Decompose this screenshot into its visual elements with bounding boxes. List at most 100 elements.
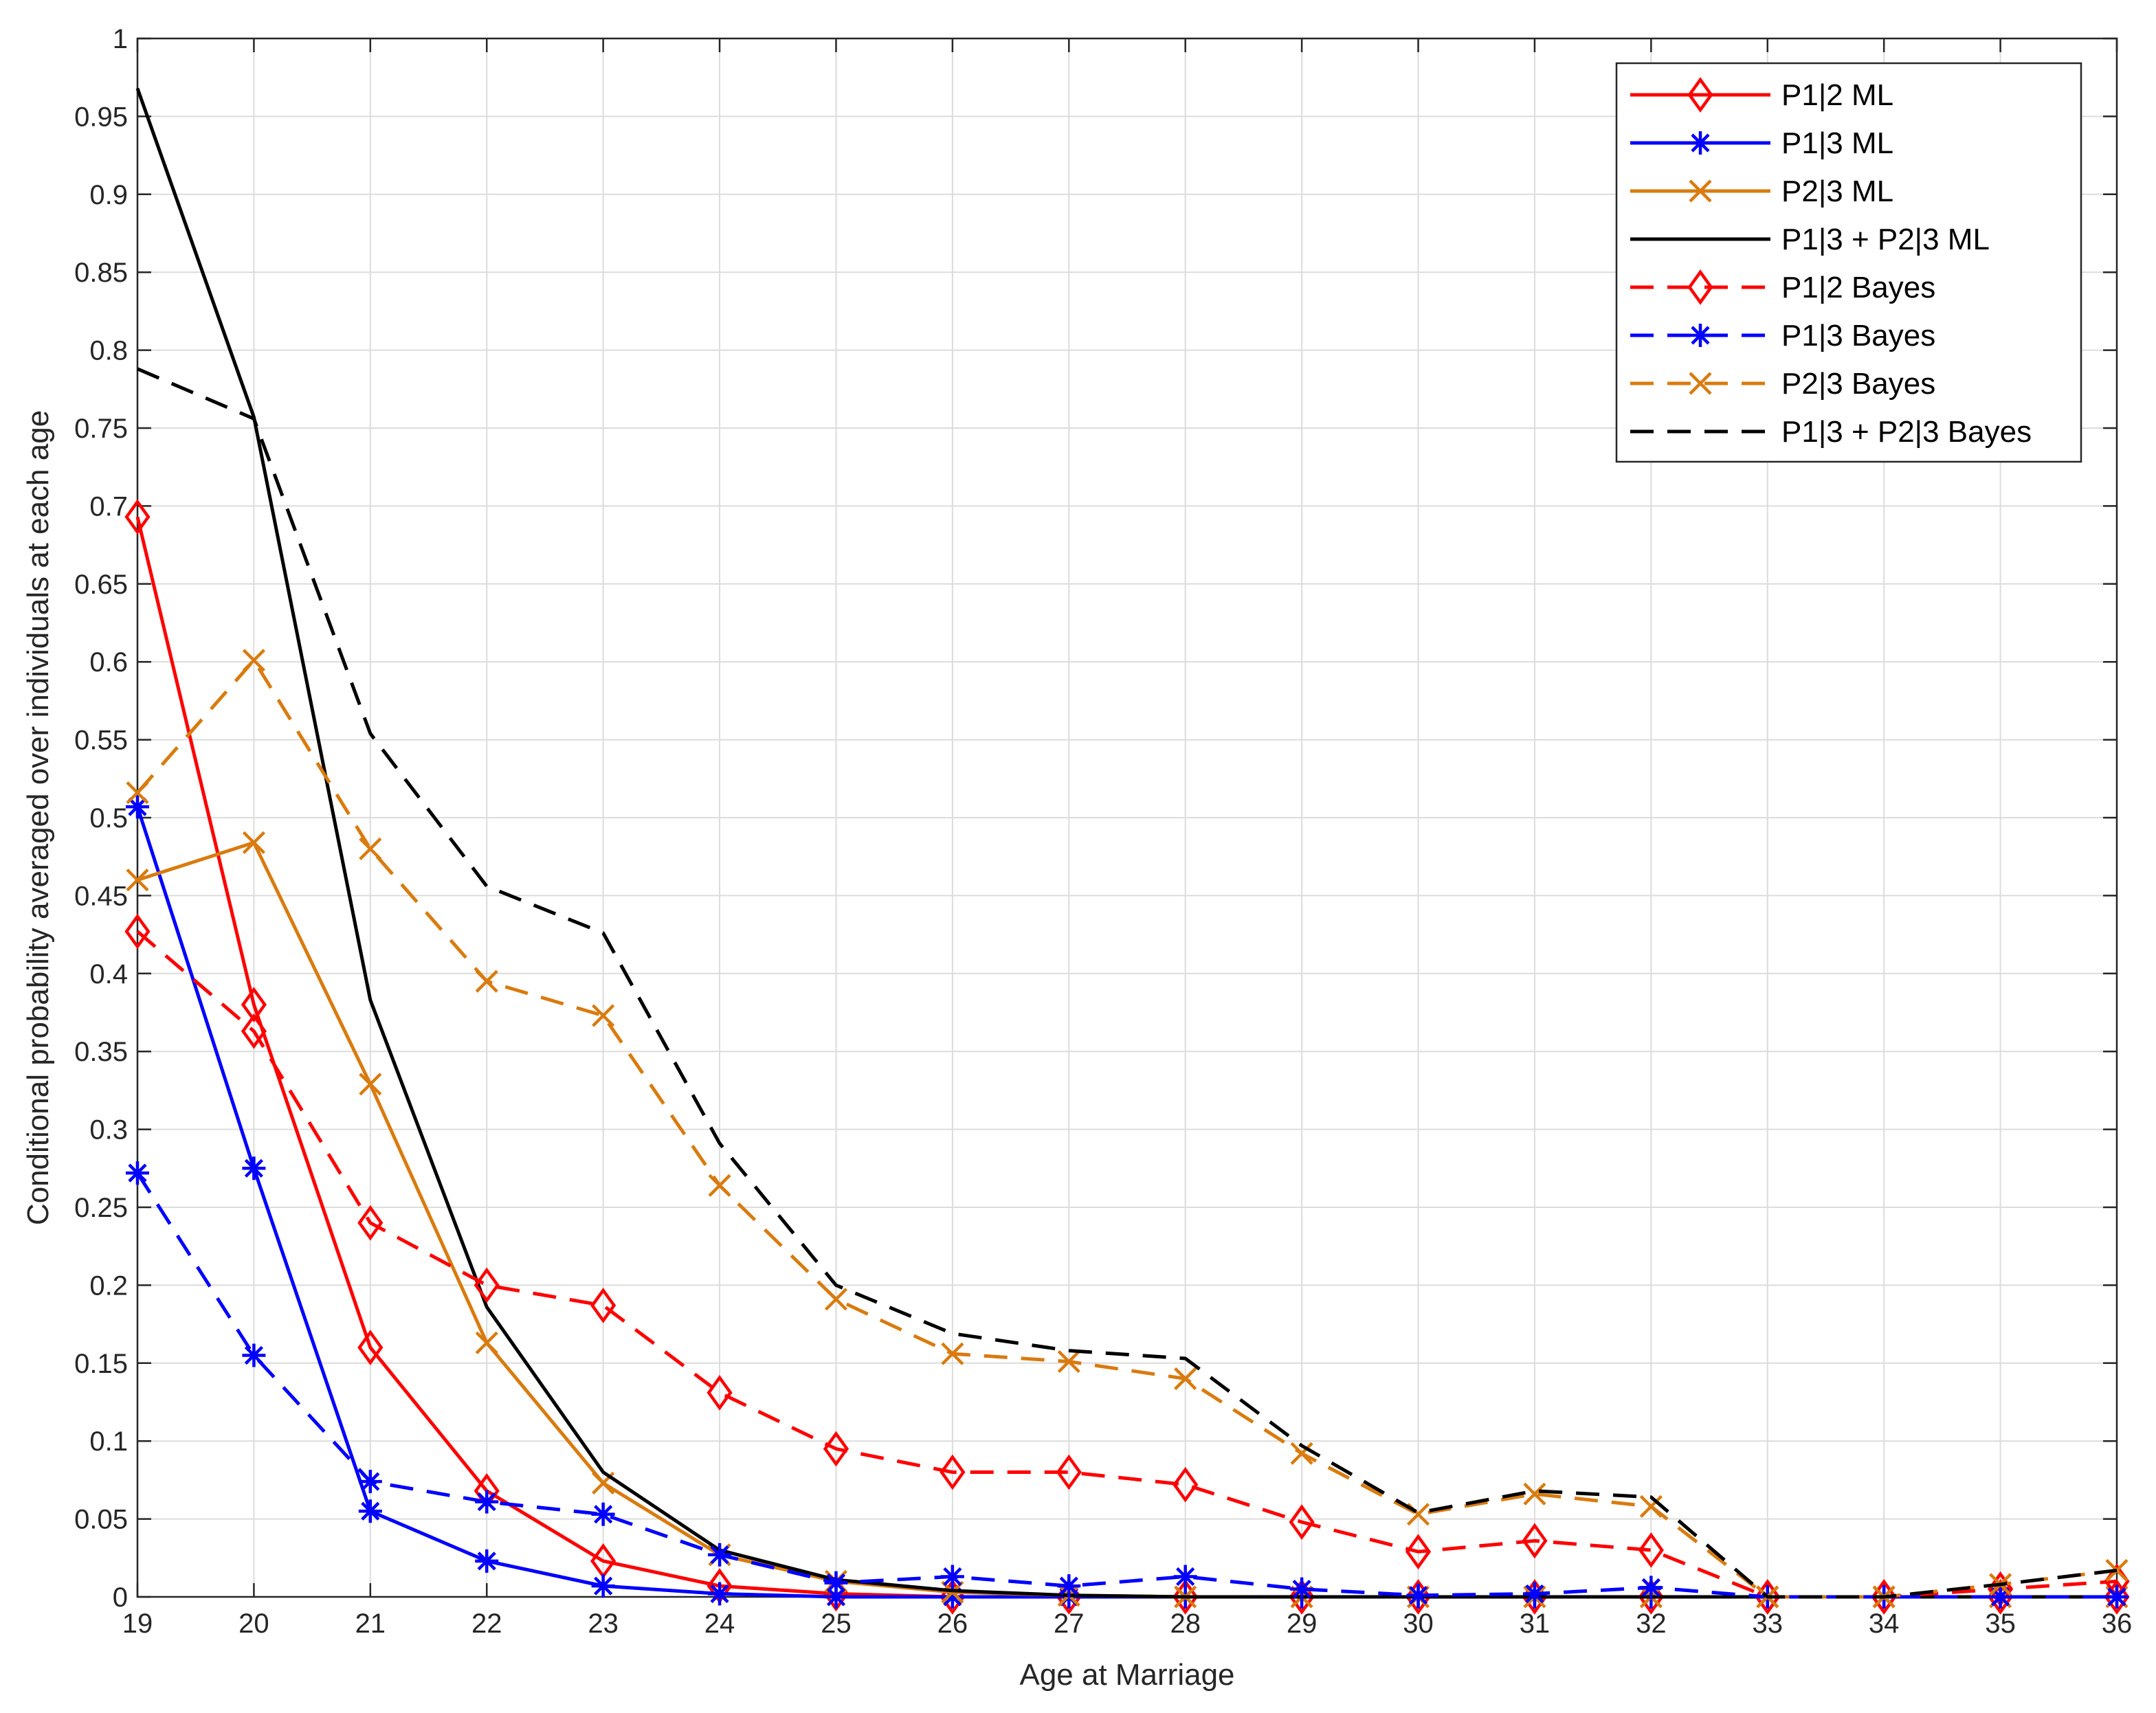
y-tick-label: 0.25: [74, 1193, 128, 1223]
diamond-marker: [1289, 1504, 1315, 1540]
legend: P1|2 ML P1|3 ML P2|3 ML P1|3 + P2|3 ML P1|2 …: [1615, 62, 2082, 463]
x-marker: [941, 1342, 964, 1365]
legend-entry-3: P2|3 ML: [1630, 175, 1893, 208]
diamond-marker: [1871, 1579, 1897, 1615]
star-marker: [242, 1156, 266, 1180]
star-marker: [358, 1499, 382, 1523]
star-marker: [708, 1582, 732, 1606]
x-tick-label: 23: [588, 1609, 619, 1639]
diamond-marker: [2104, 1579, 2130, 1615]
series-7: [126, 649, 2129, 1609]
star-marker: [940, 1565, 964, 1589]
y-tick-label: 0.1: [89, 1426, 128, 1457]
y-tick-label: 0.95: [74, 102, 128, 132]
y-tick-label: 0.7: [89, 491, 128, 522]
diamond-marker: [241, 1013, 267, 1049]
x-marker: [126, 869, 149, 892]
y-axis-title: Conditional probability averaged over in…: [21, 410, 55, 1225]
y-tick-label: 0.2: [89, 1270, 128, 1301]
y-tick-label: 0.75: [74, 414, 128, 444]
diamond-marker: [1173, 1466, 1199, 1503]
diamond-marker: [1687, 77, 1713, 113]
diamond-marker: [1755, 1579, 1781, 1615]
x-tick-label: 19: [122, 1609, 153, 1639]
x-marker: [1057, 1350, 1080, 1374]
y-tick-label: 0.55: [74, 726, 128, 756]
y-tick-label: 0.4: [89, 959, 128, 989]
star-marker: [1290, 1577, 1314, 1601]
y-tick-label: 0.15: [74, 1349, 128, 1379]
diamond-marker: [940, 1454, 966, 1490]
star-marker: [1689, 324, 1712, 347]
diamond-marker: [1638, 1532, 1664, 1568]
star-marker: [824, 1571, 848, 1595]
diamond-marker: [357, 1330, 384, 1365]
x-tick-label: 25: [821, 1609, 852, 1639]
star-marker: [1173, 1565, 1197, 1589]
diamond-marker: [1056, 1454, 1082, 1490]
legend-entry-7: P2|3 Bayes: [1630, 367, 1935, 401]
star-marker: [475, 1549, 499, 1573]
legend-box: [1615, 62, 2082, 463]
y-tick-label: 0.65: [74, 570, 128, 600]
diamond-marker: [590, 1288, 616, 1323]
legend-label: P2|3 Bayes: [1781, 367, 1935, 401]
star-marker: [1406, 1583, 1430, 1607]
diamond-marker: [1173, 1579, 1199, 1615]
star-marker: [1522, 1582, 1546, 1606]
diamond-marker: [1405, 1534, 1432, 1570]
diamond-marker: [1687, 269, 1713, 305]
legend-label: P1|2 Bayes: [1781, 271, 1935, 304]
diamond-marker: [1522, 1523, 1548, 1559]
legend-label: P1|3 + P2|3 Bayes: [1781, 415, 2032, 449]
legend-label: P1|3 + P2|3 ML: [1781, 223, 1990, 256]
x-tick-label: 24: [704, 1609, 735, 1639]
star-marker: [708, 1543, 732, 1567]
diamond-marker: [474, 1267, 500, 1303]
x-marker: [1689, 372, 1712, 395]
x-tick-label: 21: [355, 1609, 386, 1639]
star-marker: [358, 1470, 382, 1494]
y-tick-label: 0.05: [74, 1505, 128, 1535]
y-tick-label: 0.35: [74, 1037, 128, 1067]
legend-entry-8: P1|3 + P2|3 Bayes: [1630, 415, 2032, 449]
x-marker: [359, 1073, 382, 1096]
legend-label: P2|3 ML: [1781, 175, 1893, 208]
legend-label: P1|3 ML: [1781, 126, 1893, 160]
star-marker: [940, 1585, 964, 1609]
diamond-marker: [357, 1205, 384, 1241]
y-tick-label: 1: [113, 24, 128, 54]
y-tick-label: 0.9: [89, 180, 128, 210]
star-marker: [1057, 1574, 1081, 1598]
series-8: [137, 367, 2118, 1599]
star-marker: [126, 1161, 149, 1185]
y-tick-label: 0.5: [89, 803, 128, 833]
diamond-marker: [1638, 1579, 1664, 1615]
legend-entry-6: P1|3 Bayes: [1630, 319, 1935, 352]
y-tick-label: 0.3: [89, 1115, 128, 1145]
x-marker: [708, 1174, 731, 1197]
legend-label: P1|3 Bayes: [1781, 319, 1935, 352]
y-tick-label: 0.45: [74, 881, 128, 911]
star-marker: [1639, 1576, 1663, 1600]
x-marker: [824, 1288, 848, 1311]
legend-entry-2: P1|3 ML: [1630, 126, 1893, 160]
x-tick-label: 22: [471, 1609, 502, 1639]
x-marker: [1689, 179, 1712, 203]
legend-entry-1: P1|2 ML: [1630, 77, 1893, 113]
series-line: [136, 658, 2118, 1599]
star-marker: [242, 1343, 266, 1367]
x-marker: [475, 970, 498, 993]
legend-entry-5: P1|2 Bayes: [1630, 269, 1935, 305]
diamond-marker: [1405, 1579, 1432, 1615]
star-marker: [126, 795, 149, 819]
legend-label: P1|2 ML: [1781, 78, 1893, 112]
diamond-marker: [124, 499, 151, 535]
x-tick-label: 20: [238, 1609, 269, 1639]
star-marker: [591, 1502, 615, 1526]
y-tick-label: 0.8: [89, 336, 128, 366]
x-marker: [592, 1004, 615, 1027]
y-tick-label: 0: [113, 1582, 128, 1613]
star-marker: [1689, 131, 1712, 155]
x-marker: [242, 649, 266, 672]
